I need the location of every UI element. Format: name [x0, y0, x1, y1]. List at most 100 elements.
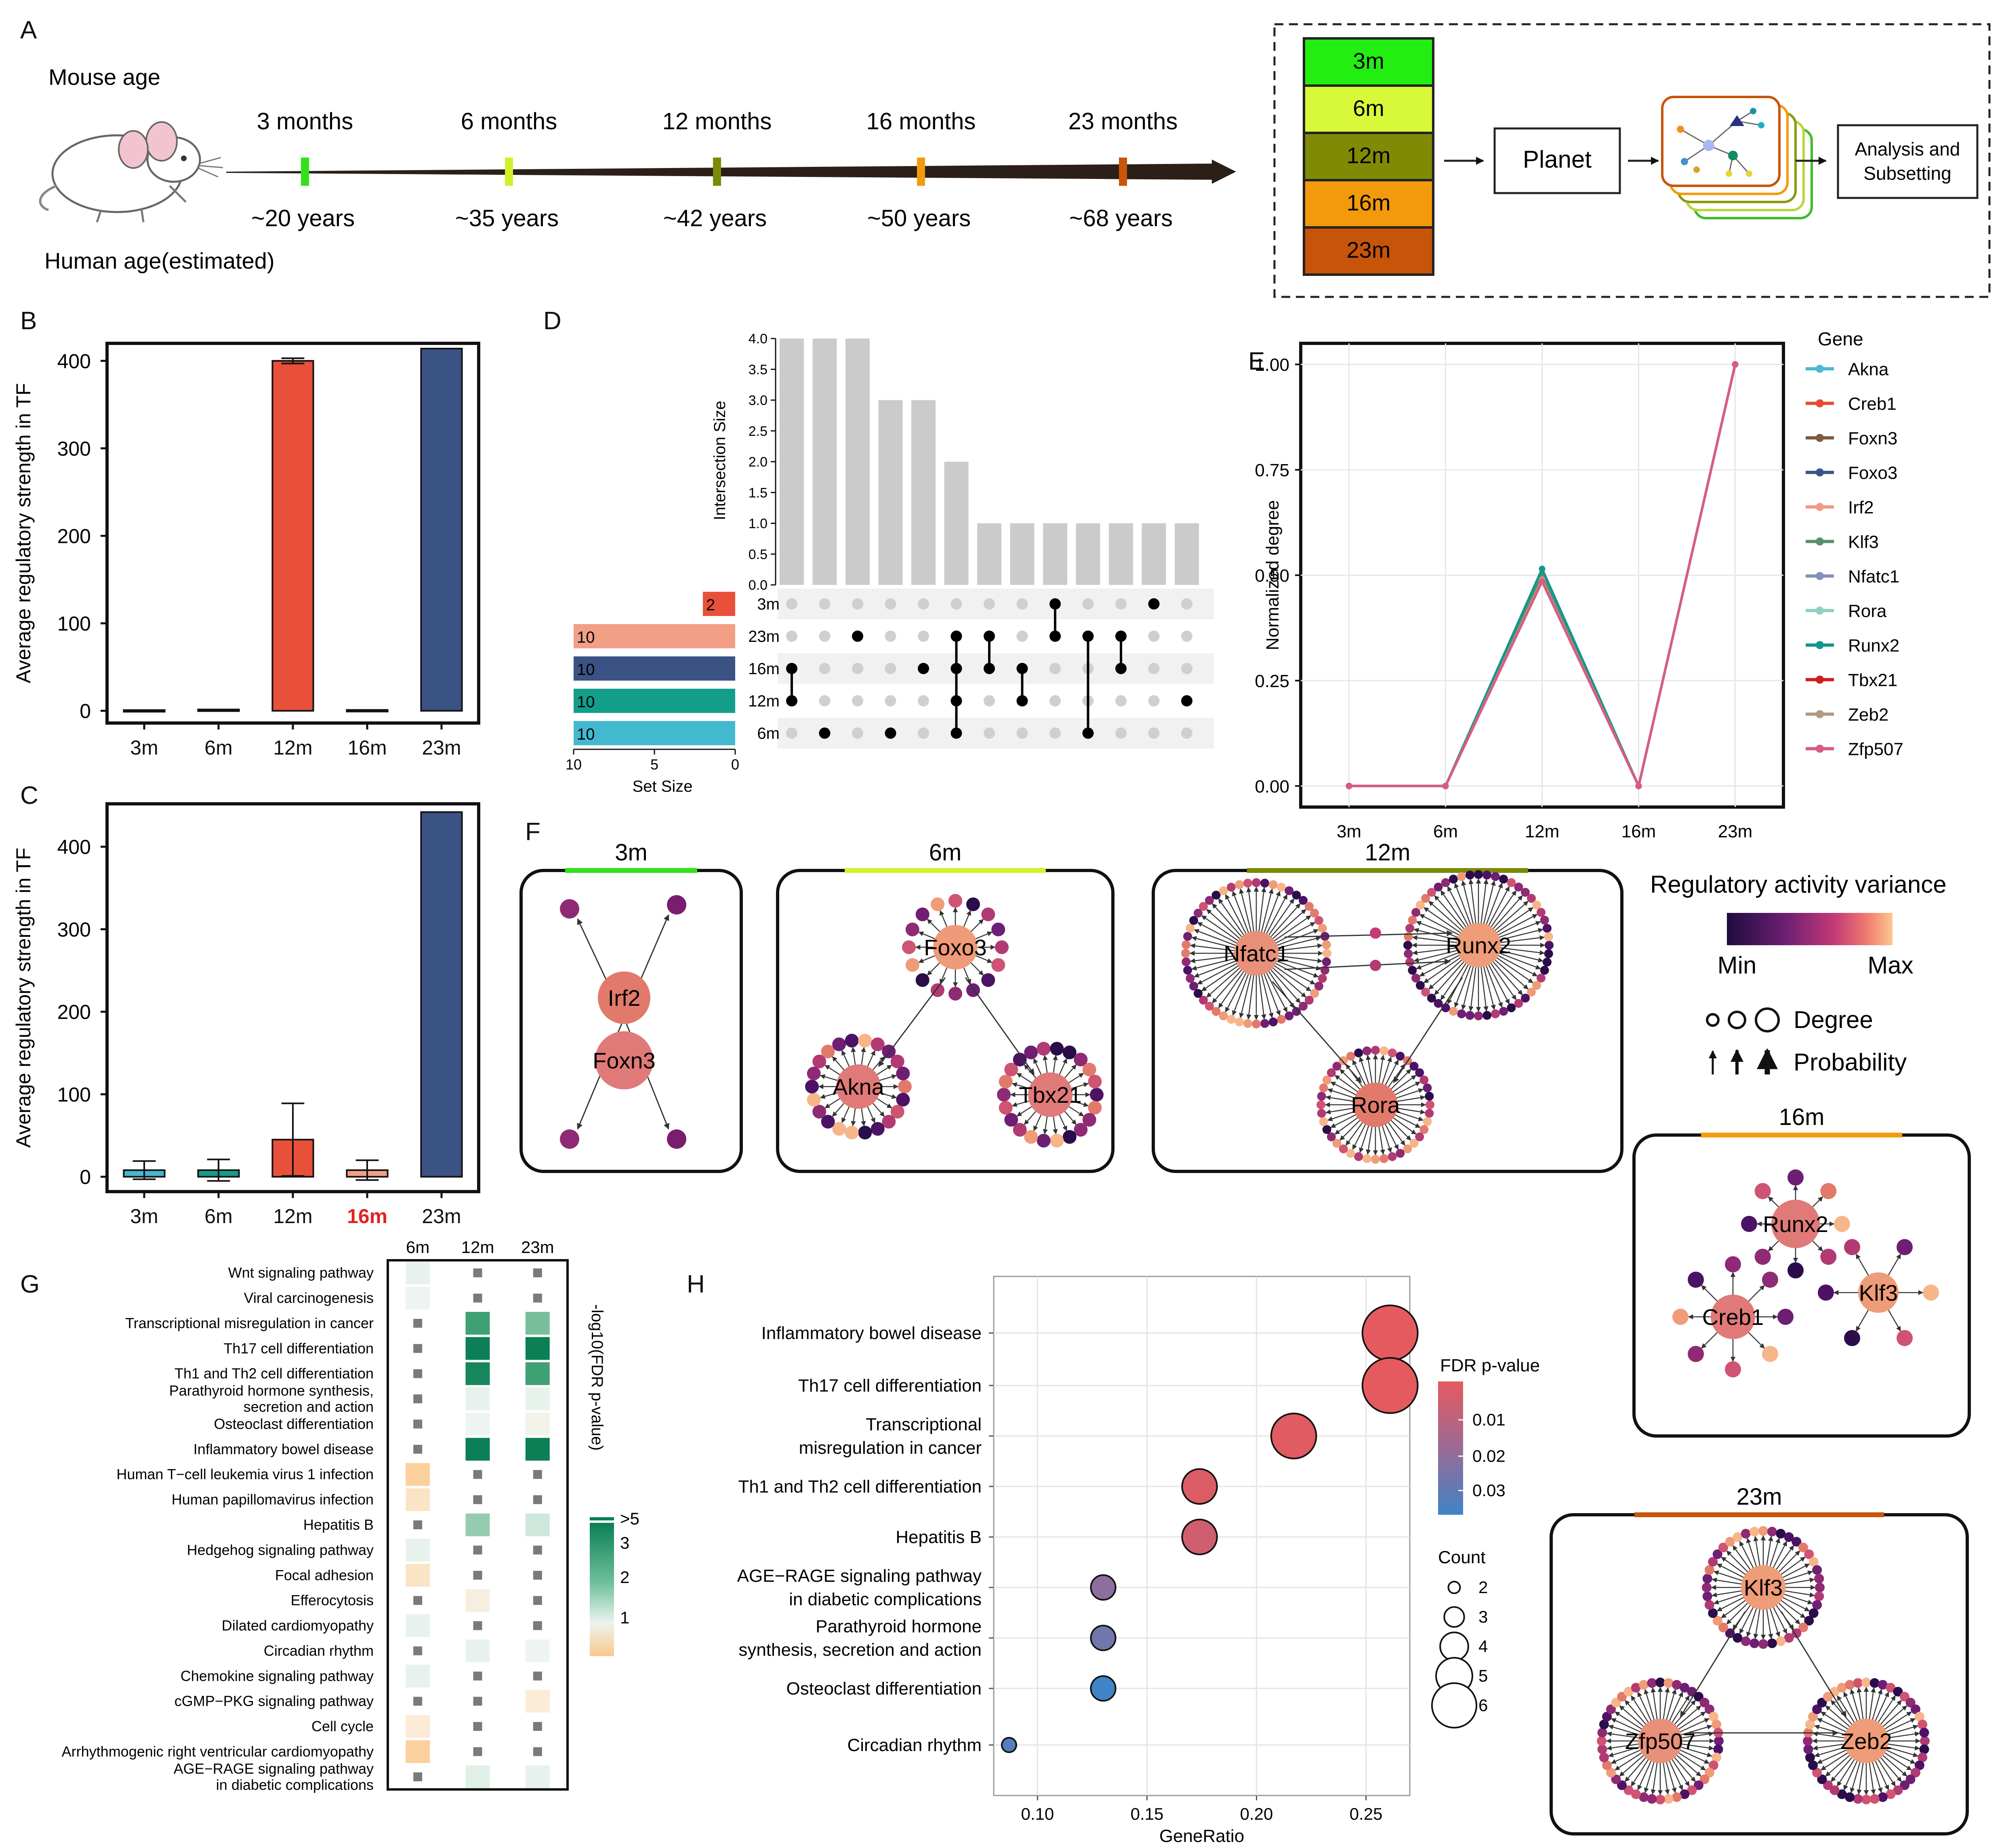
- target-node: [1457, 872, 1466, 881]
- target-node: [1829, 1785, 1840, 1795]
- na-cell: [473, 1545, 482, 1555]
- na-cell: [533, 1722, 542, 1731]
- target-node: [1292, 1007, 1301, 1016]
- target-node: [1421, 894, 1430, 903]
- target-node: [1409, 1062, 1419, 1071]
- target-node: [1332, 1062, 1342, 1071]
- heat-cell: [406, 1715, 430, 1738]
- target-node: [1798, 1622, 1808, 1632]
- na-cell: [413, 1520, 423, 1529]
- row-label: Inflammatory bowel disease: [761, 1323, 982, 1343]
- panel-label-g: G: [20, 1270, 40, 1298]
- size-legend-circle: [1447, 1581, 1461, 1594]
- heat-cell: [406, 1463, 430, 1486]
- target-node: [1699, 1774, 1710, 1784]
- panel-label-e: E: [1248, 347, 1265, 375]
- na-cell: [413, 1596, 423, 1605]
- hub-node-Runx2: [1771, 1200, 1820, 1248]
- target-node: [1346, 1149, 1355, 1158]
- legend-label-Foxn3: Foxn3: [1848, 429, 1897, 448]
- matrix-dot: [885, 663, 896, 674]
- target-node: [1754, 1183, 1771, 1199]
- na-cell: [413, 1697, 423, 1706]
- target-node: [1260, 879, 1270, 888]
- target-node: [1741, 1216, 1757, 1232]
- target-node: [902, 940, 916, 954]
- color-tick-label: 0.02: [1472, 1446, 1506, 1465]
- target-node: [1708, 1711, 1718, 1722]
- dot-0: [1361, 1304, 1419, 1362]
- set-label-3m: 3m: [757, 595, 780, 613]
- planet-label: Planet: [1523, 146, 1592, 173]
- legend-label-Zfp507: Zfp507: [1848, 740, 1903, 759]
- set-size-bar-12m: [574, 689, 735, 713]
- y-tick-label: 200: [57, 1001, 91, 1024]
- target-node: [832, 1122, 846, 1136]
- intersection-bar: [1043, 523, 1067, 585]
- target-node: [1371, 1155, 1380, 1164]
- row-label: Hepatitis B: [896, 1527, 982, 1547]
- hub-node-Zeb2: [1844, 1719, 1888, 1763]
- target-node: [1013, 1053, 1027, 1067]
- chart-b: 0 100 200 300 400 3m 6m 12m 16m 23m Average regula…: [12, 342, 480, 759]
- row-label: Parathyroid hormone: [816, 1617, 982, 1636]
- bar-23m: [420, 811, 463, 1178]
- target-node: [1024, 1045, 1038, 1060]
- target-node: [1411, 908, 1421, 917]
- target-node: [1074, 1053, 1088, 1067]
- target-node: [1226, 1015, 1236, 1024]
- legend-label-Foxo3: Foxo3: [1848, 463, 1897, 483]
- bar-16m: [346, 709, 389, 713]
- y-tick-label: 2.5: [749, 424, 768, 439]
- intersection-bar: [878, 400, 903, 585]
- na-cell: [473, 1722, 482, 1731]
- target-node: [1893, 1687, 1903, 1697]
- matrix-dot: [1082, 598, 1094, 610]
- hub-node-Klf3: [1741, 1565, 1785, 1610]
- color-scale-bar: [590, 1523, 614, 1656]
- target-node: [1332, 1139, 1342, 1148]
- na-cell: [413, 1318, 423, 1328]
- dot-4: [1181, 1518, 1218, 1556]
- chart-e-line: 3m 6m 12m 16m 23m 0.00 0.25 0.50 0.75 1.00 Normali…: [1255, 328, 1903, 841]
- target-node: [1243, 879, 1252, 888]
- target-node: [1725, 1256, 1741, 1272]
- target-node: [1062, 1130, 1077, 1144]
- na-cell: [413, 1444, 423, 1454]
- target-node: [1514, 882, 1523, 891]
- target-node: [1327, 1068, 1336, 1077]
- target-node: [1923, 1285, 1939, 1301]
- bar-3m: [123, 709, 166, 713]
- heat-cell: [465, 1639, 490, 1663]
- target-node: [1260, 1019, 1270, 1028]
- target-node: [1449, 875, 1458, 884]
- x-axis-label: GeneRatio: [1159, 1826, 1244, 1846]
- target-node: [948, 894, 962, 908]
- x-tick-label-6m: 6m: [204, 1205, 232, 1228]
- row-label: Hedgehog signaling pathway: [187, 1541, 374, 1558]
- legend-label-Creb1: Creb1: [1848, 394, 1897, 414]
- row-label: Transcriptional misregulation in cancer: [125, 1315, 374, 1331]
- target-node: [1805, 1720, 1815, 1730]
- intersection-bar: [1076, 523, 1100, 585]
- target-node: [1899, 1692, 1909, 1702]
- target-node: [915, 907, 929, 921]
- target-node: [882, 1114, 896, 1129]
- target-node: [1449, 1007, 1458, 1016]
- target-node: [1235, 880, 1244, 889]
- series-point-Zfp507: [1732, 361, 1739, 368]
- set-label-16m: 16m: [748, 660, 780, 678]
- hub-node-Klf3: [1858, 1272, 1899, 1313]
- target-node: [1897, 1239, 1913, 1255]
- edge: [1393, 977, 1463, 1083]
- target-node: [1193, 908, 1203, 918]
- series-point-Zfp507: [1539, 578, 1546, 585]
- target-node: [1491, 1009, 1500, 1018]
- target-node: [1741, 1636, 1751, 1646]
- target-node: [1814, 1591, 1824, 1601]
- target-node: [1211, 890, 1221, 900]
- target-node: [1542, 957, 1552, 967]
- y-tick-label: 0.25: [1255, 671, 1289, 691]
- intersection-bar: [911, 400, 936, 585]
